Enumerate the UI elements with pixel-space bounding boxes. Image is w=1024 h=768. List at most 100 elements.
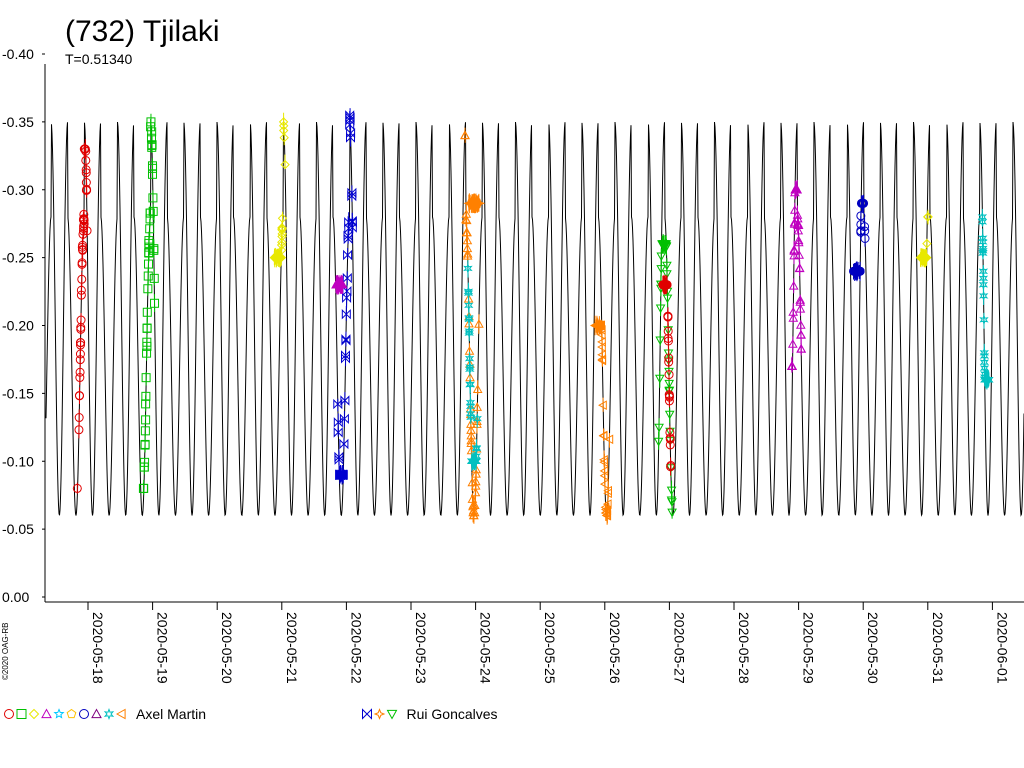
data-point: [855, 266, 865, 276]
data-point: [149, 273, 159, 283]
data-point: [663, 336, 673, 346]
data-point: [72, 483, 82, 493]
data-point: [464, 353, 475, 365]
data-point: [77, 242, 87, 252]
data-point: [143, 271, 153, 281]
data-point: [795, 303, 806, 313]
legend-marker: [4, 709, 14, 719]
data-point: [279, 132, 289, 143]
data-point: [603, 485, 612, 496]
series-11: [786, 179, 807, 373]
data-point: [80, 144, 90, 154]
data-point: [473, 197, 485, 209]
data-point: [978, 265, 989, 277]
data-point: [788, 280, 799, 290]
data-point: [463, 285, 474, 297]
data-point: [138, 483, 148, 493]
data-point: [596, 330, 606, 340]
series-8: [589, 315, 614, 525]
data-point: [604, 434, 614, 445]
data-point: [662, 280, 672, 290]
data-point: [74, 391, 84, 401]
data-point: [471, 443, 482, 455]
x-tick-label: 2020-05-26: [607, 612, 623, 684]
data-point: [596, 320, 605, 331]
data-point: [654, 374, 665, 384]
data-point: [470, 487, 481, 497]
data-point: [461, 214, 471, 224]
data-point: [602, 510, 611, 521]
series-13: [915, 209, 933, 268]
data-point: [333, 417, 343, 428]
data-point: [341, 308, 351, 320]
data-point: [789, 205, 800, 214]
x-tick-label: 2020-05-24: [478, 612, 494, 684]
legend-label: Axel Martin: [136, 706, 206, 722]
x-tick-label: 2020-06-01: [994, 612, 1010, 684]
data-point: [346, 127, 356, 139]
data-point: [464, 327, 475, 339]
data-point: [274, 252, 284, 263]
series-12: [849, 194, 870, 282]
x-tick-label: 2020-05-21: [284, 612, 300, 684]
data-point: [474, 318, 484, 328]
data-point: [664, 357, 674, 367]
data-point: [147, 140, 157, 150]
legend-marker: [66, 708, 77, 719]
data-point: [347, 187, 357, 199]
data-point: [653, 437, 664, 447]
data-point: [144, 236, 154, 246]
data-point: [921, 252, 932, 263]
legend-marker: [41, 708, 52, 719]
x-tick-label: 2020-05-18: [90, 612, 106, 684]
data-point: [75, 340, 85, 350]
legend-marker: [373, 708, 386, 720]
y-tick-label: -0.20: [2, 318, 34, 334]
data-point: [140, 440, 150, 450]
x-tick-label: 2020-05-30: [865, 612, 881, 684]
data-point: [977, 211, 988, 223]
data-point: [82, 226, 92, 236]
data-point: [789, 245, 800, 255]
legend-marker: [386, 709, 398, 720]
data-point: [795, 294, 806, 304]
data-point: [984, 374, 994, 386]
data-point: [662, 261, 672, 271]
data-point: [594, 320, 604, 331]
legend-marker: [16, 709, 27, 719]
x-tick-label: 2020-05-28: [736, 612, 752, 684]
data-point: [462, 250, 473, 260]
data-point: [77, 259, 87, 269]
data-point: [81, 168, 91, 178]
data-point: [143, 284, 153, 294]
data-point: [597, 349, 606, 360]
data-point: [664, 379, 675, 389]
x-tick-label: 2020-05-29: [801, 612, 817, 684]
y-tick-label: -0.30: [2, 182, 34, 198]
data-point: [276, 252, 287, 263]
data-point: [859, 198, 869, 208]
data-point: [146, 117, 156, 127]
data-point: [978, 279, 989, 291]
data-point: [347, 222, 357, 233]
data-point: [602, 505, 612, 516]
chart-subtitle: T=0.51340: [65, 51, 133, 67]
data-point: [77, 274, 87, 284]
data-point: [667, 498, 677, 508]
data-point: [655, 336, 666, 346]
legend-entry: Rui Goncalves: [362, 706, 498, 722]
legend-marker: [362, 708, 372, 720]
data-point: [277, 213, 288, 224]
data-point: [464, 312, 474, 324]
legend-marker: [28, 708, 40, 720]
data-point: [796, 343, 806, 353]
legend-marker: [53, 708, 65, 719]
data-point: [794, 262, 805, 272]
data-point: [793, 237, 804, 247]
data-point: [655, 304, 666, 314]
data-point: [467, 477, 478, 487]
data-point: [277, 237, 287, 248]
data-point: [336, 279, 347, 289]
data-point: [74, 425, 84, 435]
